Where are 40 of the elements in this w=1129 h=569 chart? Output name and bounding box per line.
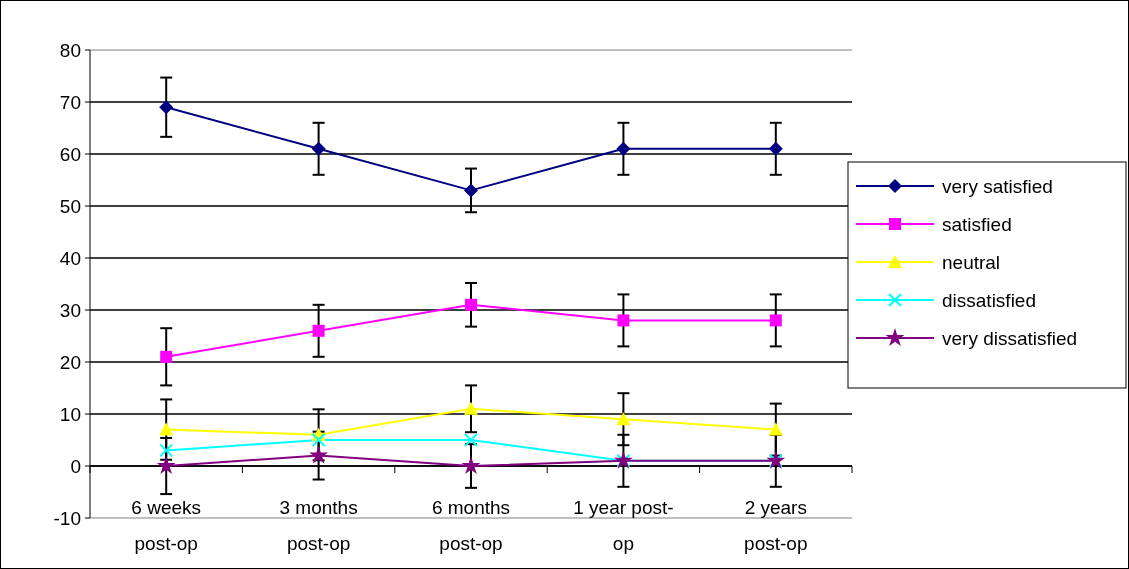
legend-label: very satisfied: [942, 175, 1053, 197]
x-tick-label: 1 year post-op: [573, 497, 674, 554]
point: [464, 401, 478, 415]
point: [309, 445, 329, 464]
point: [769, 314, 782, 327]
point: [156, 456, 176, 475]
point: [768, 141, 783, 156]
point: [312, 324, 325, 337]
point: [465, 298, 477, 311]
x-tick-label: 3 months post-op: [279, 497, 358, 554]
legend-label: neutral: [942, 251, 1001, 273]
y-tick-label: 60: [59, 143, 81, 165]
y-tick-label: -10: [53, 507, 81, 529]
legend-label: satisfied: [942, 213, 1012, 235]
y-tick-label: 80: [59, 39, 81, 61]
point: [461, 456, 481, 475]
point: [311, 141, 326, 156]
point: [464, 183, 478, 198]
legend-label: very dissatisfied: [942, 327, 1078, 349]
point: [768, 422, 783, 436]
point: [616, 141, 631, 156]
point: [616, 412, 631, 426]
y-tick-label: 20: [59, 351, 81, 373]
y-tick-label: 30: [59, 299, 81, 321]
x-tick-label: 6 weeks post-op: [131, 497, 202, 554]
x-tick-label: 2 years post-op: [744, 497, 808, 554]
point: [159, 443, 174, 458]
legend-label: dissatisfied: [942, 289, 1036, 311]
x-tick-label: 6 months post-op: [431, 497, 511, 554]
point: [159, 422, 174, 436]
y-tick-label: 50: [59, 195, 81, 217]
y-tick-label: 70: [59, 91, 81, 113]
point: [160, 350, 173, 363]
y-tick-label: 10: [59, 403, 81, 425]
point: [617, 314, 630, 327]
y-tick-label: 0: [70, 455, 81, 477]
point: [464, 433, 478, 447]
y-tick-label: 40: [59, 247, 81, 269]
point: [159, 100, 174, 115]
point: [311, 433, 326, 447]
